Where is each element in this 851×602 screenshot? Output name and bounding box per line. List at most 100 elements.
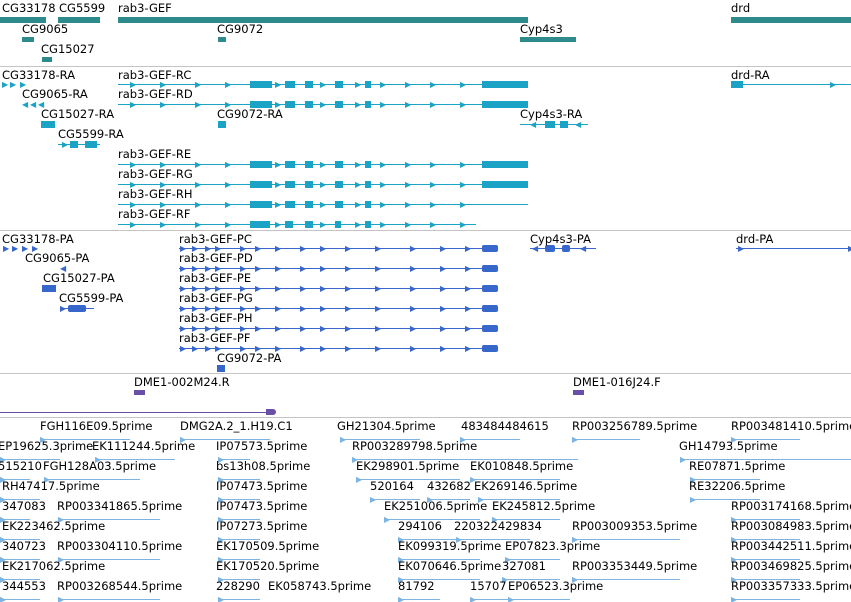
est-label[interactable]: RP003442511.5prime [731, 539, 851, 553]
protein-label[interactable]: CG9072-PA [217, 351, 282, 365]
protein-line[interactable] [736, 248, 851, 249]
protein-block[interactable] [482, 285, 498, 292]
exon-block[interactable] [482, 81, 528, 88]
est-line[interactable] [218, 519, 260, 520]
est-line[interactable] [58, 599, 160, 600]
est-label[interactable]: RE32206.5prime [689, 479, 786, 493]
est-line[interactable] [0, 459, 60, 460]
protein-label[interactable]: rab3-GEF-PG [179, 291, 253, 305]
est-line[interactable] [572, 539, 680, 540]
exon-block[interactable] [250, 181, 272, 188]
est-line[interactable] [218, 479, 260, 480]
exon-block[interactable] [305, 161, 313, 168]
protein-label[interactable]: rab3-GEF-PD [179, 251, 253, 265]
exon-block[interactable] [285, 81, 295, 88]
est-line[interactable] [680, 459, 851, 460]
exon-block[interactable] [285, 221, 293, 228]
exon-block[interactable] [85, 141, 97, 148]
est-label[interactable]: bs13h08.5prime [216, 459, 311, 473]
est-label[interactable]: FGH128A03.5prime [43, 459, 157, 473]
transcript-label[interactable]: CG15027-RA [41, 107, 115, 121]
protein-block[interactable] [482, 265, 498, 272]
est-label[interactable]: 228290 [216, 579, 260, 593]
est-label[interactable]: EP06523.3prime [508, 579, 604, 593]
est-label[interactable]: RP003009353.5prime [572, 519, 698, 533]
est-label[interactable]: EK058743.5prime [268, 579, 372, 593]
est-label[interactable]: EK223462.5prime [2, 519, 106, 533]
est-line[interactable] [492, 519, 560, 520]
exon-block[interactable] [365, 181, 371, 188]
exon-block[interactable] [250, 201, 272, 208]
transcript-label[interactable]: CG9065-RA [22, 87, 88, 101]
transcript-label[interactable]: rab3-GEF-RH [118, 187, 193, 201]
est-label[interactable]: RP003304110.5prime [57, 539, 183, 553]
protein-block[interactable] [482, 245, 498, 252]
exon-block[interactable] [70, 141, 78, 148]
gene-bar[interactable] [0, 17, 46, 23]
protein-block[interactable] [217, 365, 225, 372]
gene-bar[interactable] [118, 17, 528, 23]
est-label[interactable]: RP003341865.5prime [57, 499, 183, 513]
exon-block[interactable] [545, 121, 555, 128]
est-line[interactable] [58, 559, 160, 560]
transcript-line[interactable] [118, 184, 528, 185]
protein-block[interactable] [482, 345, 498, 352]
exon-block[interactable] [335, 181, 343, 188]
est-line[interactable] [0, 499, 40, 500]
protein-block[interactable] [482, 325, 498, 332]
est-label[interactable]: IP07573.5prime [216, 439, 308, 453]
exon-block[interactable] [365, 81, 371, 88]
protein-line[interactable] [179, 328, 498, 329]
est-line[interactable] [0, 479, 30, 480]
exon-block[interactable] [335, 221, 341, 228]
est-line[interactable] [731, 519, 800, 520]
est-label[interactable]: RP003174168.5prime [731, 499, 851, 513]
est-label[interactable]: EK099319.5prime [398, 539, 502, 553]
est-line[interactable] [456, 539, 530, 540]
clone-label[interactable]: DME1-016J24.F [573, 375, 661, 389]
est-label[interactable]: RP003289798.5prime [352, 439, 478, 453]
protein-block[interactable] [545, 245, 555, 252]
gene-bar[interactable] [520, 37, 576, 42]
transcript-label[interactable]: rab3-GEF-RF [118, 207, 191, 221]
est-label[interactable]: EK298901.5prime [356, 459, 460, 473]
est-line[interactable] [218, 599, 260, 600]
est-label[interactable]: RP003469825.5prime [731, 559, 851, 573]
transcript-line[interactable] [731, 84, 851, 85]
est-line[interactable] [505, 559, 560, 560]
est-line[interactable] [340, 439, 420, 440]
transcript-line[interactable] [118, 204, 528, 205]
est-line[interactable] [0, 599, 40, 600]
est-line[interactable] [0, 539, 40, 540]
est-label[interactable]: RH47417.5prime [2, 479, 100, 493]
exon-block[interactable] [305, 101, 313, 108]
clone-end-marker[interactable] [266, 409, 276, 415]
exon-block[interactable] [250, 161, 272, 168]
gene-bar[interactable] [22, 37, 34, 42]
transcript-label[interactable]: CG33178-RA [2, 68, 76, 82]
est-label[interactable]: 220322429834 [454, 519, 542, 533]
exon-block[interactable] [250, 81, 272, 88]
est-line[interactable] [0, 519, 30, 520]
exon-block[interactable] [41, 121, 55, 128]
exon-block[interactable] [335, 101, 343, 108]
est-line[interactable] [180, 439, 270, 440]
est-line[interactable] [218, 459, 250, 460]
exon-block[interactable] [365, 101, 371, 108]
clone-marker[interactable] [134, 390, 145, 395]
gene-label[interactable]: CG15027 [41, 42, 95, 56]
gene-bar[interactable] [42, 57, 52, 62]
protein-block[interactable] [42, 285, 56, 292]
gene-bar[interactable] [731, 17, 851, 23]
exon-block[interactable] [482, 161, 528, 168]
est-line[interactable] [398, 599, 440, 600]
exon-block[interactable] [335, 81, 343, 88]
transcript-label[interactable]: rab3-GEF-RD [118, 87, 193, 101]
protein-label[interactable]: rab3-GEF-PE [179, 271, 252, 285]
transcript-line[interactable] [118, 164, 528, 165]
gene-bar[interactable] [58, 17, 100, 23]
est-line[interactable] [0, 559, 40, 560]
exon-block[interactable] [285, 101, 295, 108]
est-label[interactable]: RP003084983.5prime [731, 519, 851, 533]
est-line[interactable] [218, 559, 260, 560]
